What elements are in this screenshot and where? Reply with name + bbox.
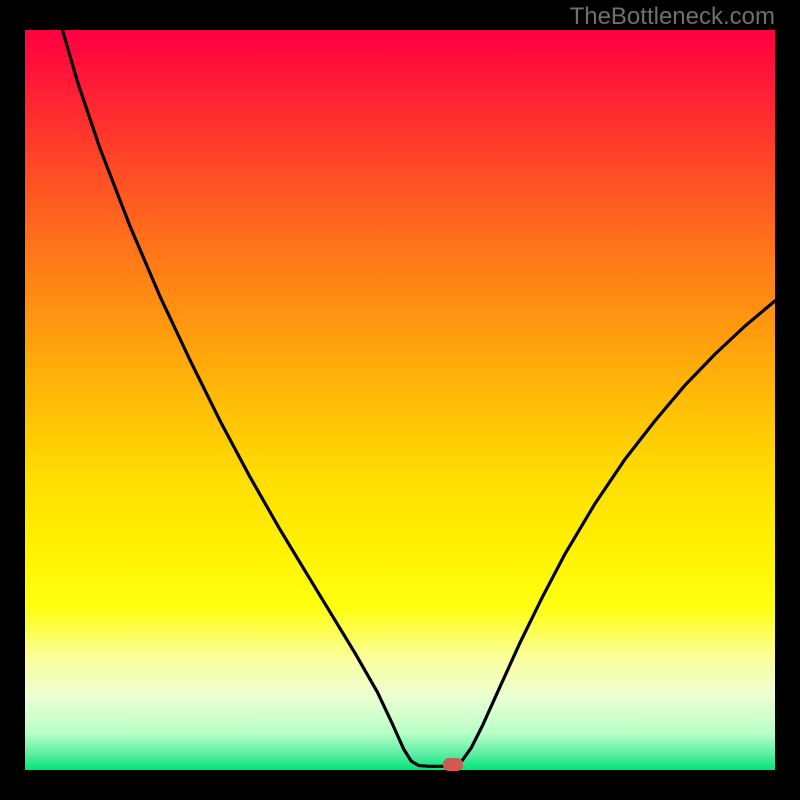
curve-path bbox=[63, 30, 776, 766]
chart-container: TheBottleneck.com bbox=[0, 0, 800, 800]
bottleneck-curve bbox=[25, 30, 775, 770]
plot-area bbox=[25, 30, 775, 770]
optimum-marker bbox=[443, 758, 463, 771]
watermark-text: TheBottleneck.com bbox=[570, 3, 775, 31]
